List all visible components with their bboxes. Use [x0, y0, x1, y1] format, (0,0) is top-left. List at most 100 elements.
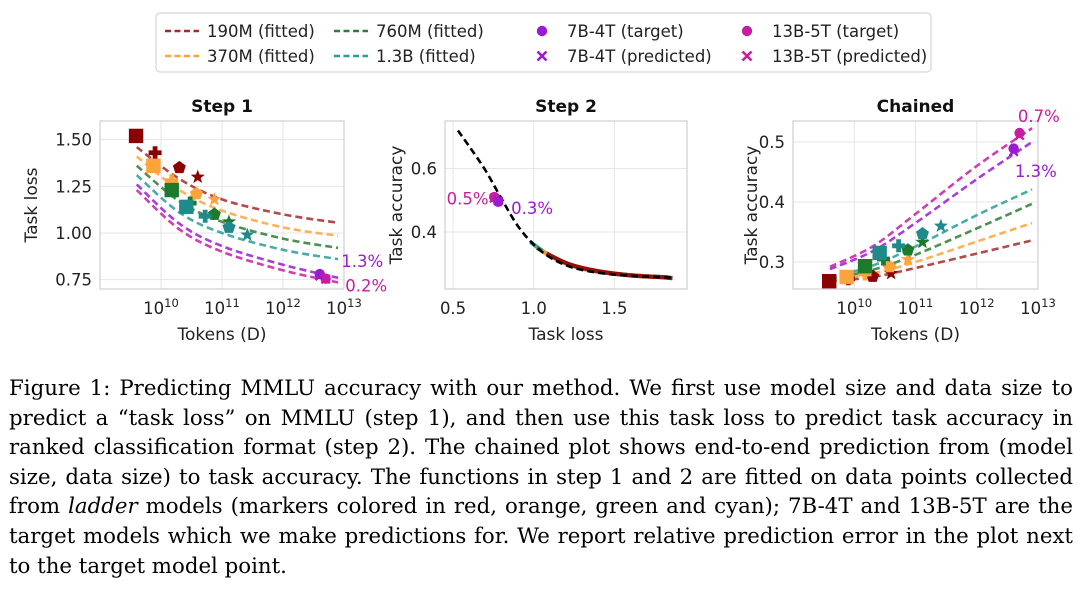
- plot-frame: [99, 120, 345, 290]
- fitted-line: [135, 183, 339, 280]
- legend-label: 760M (fitted): [376, 22, 484, 41]
- x-tick-label: 1012: [265, 296, 301, 318]
- ladder-point: [872, 245, 887, 261]
- x-tick-label: 1013: [1020, 296, 1056, 318]
- fitted-line: [135, 189, 339, 284]
- x-tick-exponent: 12: [286, 296, 301, 310]
- ladder-point: [190, 169, 205, 183]
- fitted-curve: [456, 129, 671, 279]
- caption-text-1: Figure 1: Predicting MMLU accuracy with …: [9, 376, 1073, 520]
- x-tick-exponent: 13: [1041, 296, 1056, 310]
- error-annotation: 1.3%: [341, 252, 383, 271]
- fitted-line: [829, 239, 1033, 283]
- plot-area: [128, 128, 339, 284]
- x-tick-exponent: 11: [225, 296, 240, 310]
- fitted-line: [829, 127, 1033, 268]
- y-tick-label: 1.25: [55, 177, 92, 196]
- x-axis-label: Task loss: [528, 325, 604, 345]
- x-tick-label: 1010: [143, 296, 179, 318]
- x-tick-exponent: 10: [857, 296, 872, 310]
- fitted-line: [829, 202, 1033, 281]
- ladder-point: [822, 274, 837, 289]
- ladder-point: [900, 252, 915, 266]
- x-tick-label: 1.5: [601, 299, 627, 318]
- plot-area: [456, 129, 673, 281]
- predicted-point: [314, 270, 325, 281]
- ladder-point: [857, 259, 873, 274]
- predicted-point: [1014, 130, 1025, 141]
- error-annotation: 1.3%: [1015, 162, 1057, 181]
- legend-label: 13B-5T (predicted): [772, 47, 927, 66]
- ladder-point: [933, 218, 948, 232]
- fitted-line: [829, 140, 1033, 271]
- ladder-point: [165, 174, 179, 188]
- ladder-point: [146, 158, 161, 173]
- figure-1: 190M (fitted) 760M (fitted) 7B-4T (target)…: [22, 12, 1060, 345]
- predicted-point: [320, 274, 331, 285]
- ladder-point: [189, 187, 203, 200]
- y-tick-label: 1.00: [55, 224, 92, 243]
- x-tick-base: 10: [836, 299, 857, 318]
- ladder-point: [915, 234, 930, 249]
- x-tick-label: 0.5: [440, 299, 466, 318]
- legend: 190M (fitted) 760M (fitted) 7B-4T (target)…: [155, 12, 932, 73]
- plot-area: [822, 127, 1033, 289]
- ladder-point: [172, 160, 186, 174]
- ladder-point: [240, 227, 255, 241]
- ladder-point: [164, 182, 179, 198]
- x-tick-label: 1.0: [521, 299, 547, 318]
- ladder-point: [858, 267, 872, 281]
- y-tick-label: 0.4: [759, 193, 785, 212]
- y-tick-label: 0.3: [759, 253, 785, 272]
- legend-label: 7B-4T (target): [567, 22, 684, 41]
- x-tick-exponent: 10: [164, 296, 179, 310]
- x-tick-base: 10: [204, 299, 225, 318]
- fitted-line: [829, 221, 1033, 282]
- y-tick-label: 0.6: [411, 160, 437, 179]
- error-annotation: 0.3%: [511, 199, 553, 218]
- legend-swatch-x: [536, 50, 548, 62]
- ladder-point: [916, 227, 929, 240]
- caption-emphasis: ladder: [68, 494, 138, 520]
- x-tick-base: 10: [959, 299, 980, 318]
- error-annotation: 0.5%: [447, 190, 489, 209]
- x-tick-label: 1011: [898, 296, 934, 318]
- ladder-point: [884, 266, 899, 280]
- fitted-line: [135, 164, 339, 250]
- panel-step-2: 0.5 1.0 1.5 0.4 0.6 Step 2 Task loss Task accur…: [387, 97, 688, 345]
- x-tick-label: 1010: [836, 296, 872, 318]
- legend-label: 13B-5T (target): [772, 22, 899, 41]
- ladder-point: [128, 128, 144, 144]
- x-tick-exponent: 13: [347, 296, 362, 310]
- caption-text-2: models (markers colored in red, orange, …: [9, 494, 1073, 579]
- plot-frame: [444, 120, 688, 290]
- y-axis-label: Task accuracy: [742, 146, 762, 266]
- fitted-line: [135, 146, 339, 225]
- fitted-line: [829, 188, 1033, 279]
- x-tick-exponent: 12: [980, 296, 995, 310]
- target-point: [1008, 143, 1019, 154]
- ladder-point: [222, 220, 236, 233]
- legend-label: 7B-4T (predicted): [567, 47, 712, 66]
- x-axis-label: Tokens (D): [870, 325, 960, 345]
- ladder-point: [179, 199, 194, 215]
- x-tick-base: 10: [326, 299, 347, 318]
- y-tick-label: 0.4: [411, 223, 437, 242]
- x-tick-label: 1013: [326, 296, 362, 318]
- y-tick-label: 0.75: [55, 271, 92, 290]
- legend-label: 370M (fitted): [207, 47, 315, 66]
- y-axis-label: Task loss: [22, 167, 42, 243]
- predicted-point: [1008, 146, 1019, 157]
- legend-swatch-x: [741, 50, 753, 62]
- chart-title: Step 2: [535, 97, 597, 117]
- legend-label: 1.3B (fitted): [376, 47, 476, 66]
- target-point: [1014, 127, 1025, 139]
- ladder-point: [883, 260, 897, 273]
- ladder-point: [839, 269, 854, 285]
- y-tick-label: 0.5: [759, 133, 785, 152]
- legend-swatch-dot: [741, 25, 753, 37]
- ladder-point: [892, 239, 906, 253]
- legend-frame: [155, 12, 932, 73]
